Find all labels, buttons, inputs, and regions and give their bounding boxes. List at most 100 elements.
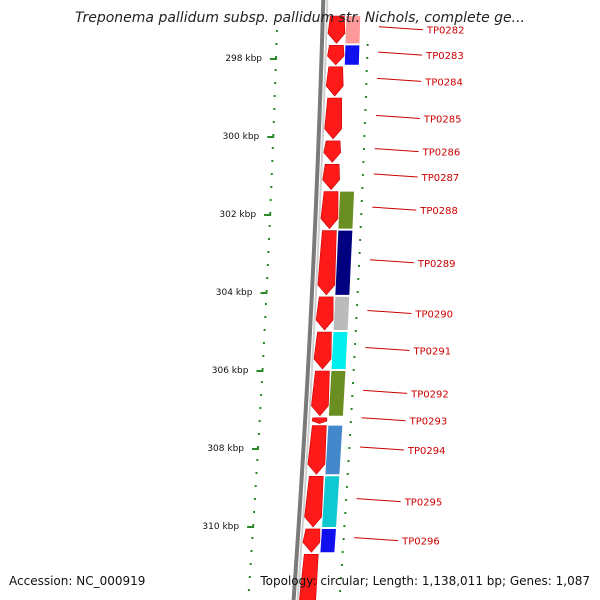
dot	[257, 433, 260, 435]
cog-block	[333, 296, 350, 330]
cds-arrow	[307, 425, 327, 475]
cds-arrow	[311, 370, 330, 417]
dot	[271, 147, 274, 149]
dot	[342, 538, 345, 540]
gene-label: TP0289	[417, 259, 456, 270]
scale-tick-label: 304 kbp	[216, 288, 253, 298]
dot	[356, 304, 359, 306]
dot	[348, 447, 351, 449]
dot	[349, 421, 352, 423]
dot	[363, 122, 366, 124]
dot	[361, 187, 364, 189]
cog-block	[344, 45, 360, 65]
dot	[365, 83, 368, 85]
cog-block	[320, 528, 336, 553]
scale-tick	[260, 292, 268, 294]
dot	[354, 330, 357, 332]
dot	[347, 460, 350, 462]
dot	[256, 459, 259, 461]
dot	[275, 56, 278, 58]
dot	[365, 70, 368, 72]
dot	[259, 407, 262, 409]
dot	[263, 329, 266, 331]
scale-tick	[252, 448, 260, 450]
scale-tick	[256, 370, 264, 372]
label-leader	[373, 173, 418, 178]
cds-arrow	[323, 140, 341, 163]
cds-track	[299, 15, 346, 600]
dot	[353, 356, 356, 358]
label-leader	[356, 498, 401, 503]
dot	[344, 512, 347, 514]
dot	[340, 564, 343, 566]
cds-arrow	[304, 476, 324, 528]
dot	[268, 225, 271, 227]
cds-arrow	[315, 296, 334, 331]
dot	[268, 238, 270, 240]
dot	[362, 161, 365, 163]
dot	[360, 213, 363, 215]
dot	[257, 446, 260, 448]
label-leader	[372, 206, 417, 211]
cog-block	[338, 191, 355, 229]
dot	[271, 160, 274, 162]
label-leader	[375, 114, 420, 119]
gene-label: TP0284	[424, 77, 463, 88]
dot	[260, 394, 263, 396]
scale-ticks: 298 kbp 300 kbp 302 kbp 304 kbp 306 kbp 308 k…	[202, 54, 277, 532]
dot	[364, 109, 367, 111]
dot	[360, 200, 363, 202]
label-leader	[377, 77, 422, 82]
label-leader	[354, 537, 399, 542]
dot	[358, 252, 361, 254]
label-leader	[369, 259, 414, 264]
gene-label: TP0295	[404, 498, 443, 509]
gene-label: TP0286	[422, 148, 461, 159]
dot	[366, 57, 369, 59]
dot	[356, 291, 359, 293]
gene-label: TP0293	[409, 417, 448, 428]
genome-backbone	[291, 0, 329, 600]
dot	[269, 199, 272, 201]
scale-tick-label: 302 kbp	[219, 210, 256, 220]
gene-label: TP0285	[423, 114, 462, 125]
dot	[274, 82, 277, 84]
dot	[275, 43, 278, 45]
dot	[249, 563, 252, 565]
cds-arrow	[320, 191, 339, 230]
label-leader	[378, 26, 423, 31]
gc-content-dots-inner	[339, 44, 369, 592]
dot	[253, 498, 256, 500]
gene-label: TP0296	[401, 537, 440, 548]
dot	[250, 550, 253, 552]
cds-arrow	[317, 230, 337, 296]
cog-block	[322, 476, 340, 527]
dot	[351, 395, 354, 397]
label-leader	[363, 389, 408, 394]
gene-label: TP0287	[421, 173, 460, 184]
genome-summary: Topology: circular; Length: 1,138,011 bp…	[260, 574, 590, 588]
cog-block	[345, 16, 361, 44]
dot	[274, 69, 277, 71]
cds-arrow	[327, 45, 345, 66]
scale-tick-label: 298 kbp	[225, 54, 262, 64]
dot	[339, 590, 342, 592]
cog-block	[335, 230, 353, 295]
gene-label: TP0282	[426, 26, 465, 37]
dot	[359, 226, 362, 228]
dot	[272, 134, 275, 136]
dot	[262, 355, 265, 357]
label-leader	[378, 51, 423, 56]
scale-tick	[247, 526, 255, 528]
label-leader	[374, 148, 419, 153]
cds-arrow	[322, 164, 340, 191]
dot	[252, 524, 255, 526]
dot	[247, 589, 250, 591]
dot	[264, 316, 267, 318]
gene-label: TP0294	[407, 446, 446, 457]
dot	[266, 277, 269, 279]
dot	[273, 108, 276, 110]
dot	[248, 576, 251, 578]
dot	[350, 408, 353, 410]
